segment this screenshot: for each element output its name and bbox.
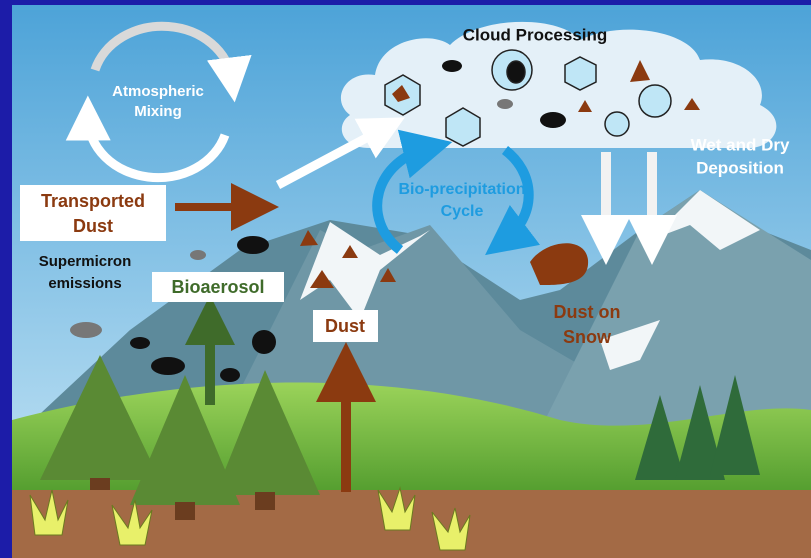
diagram: Cloud Processing Atmospheric Mixing Wet … [0, 0, 811, 558]
label: Bio-precipitation [398, 181, 525, 198]
label: Snow [563, 327, 612, 347]
label: Supermicron [39, 253, 132, 270]
label: Mixing [134, 103, 182, 120]
label: Bioaerosol [171, 277, 264, 297]
label: Dust [325, 316, 365, 336]
label: Cloud Processing [463, 25, 608, 44]
label: Cycle [441, 203, 484, 220]
label: Dust on [554, 302, 621, 322]
label: Deposition [696, 158, 784, 177]
label: Wet and Dry [691, 135, 790, 154]
label: Transported [41, 191, 145, 211]
label: emissions [48, 275, 121, 292]
label: Atmospheric [112, 83, 204, 100]
label: Dust [73, 216, 113, 236]
